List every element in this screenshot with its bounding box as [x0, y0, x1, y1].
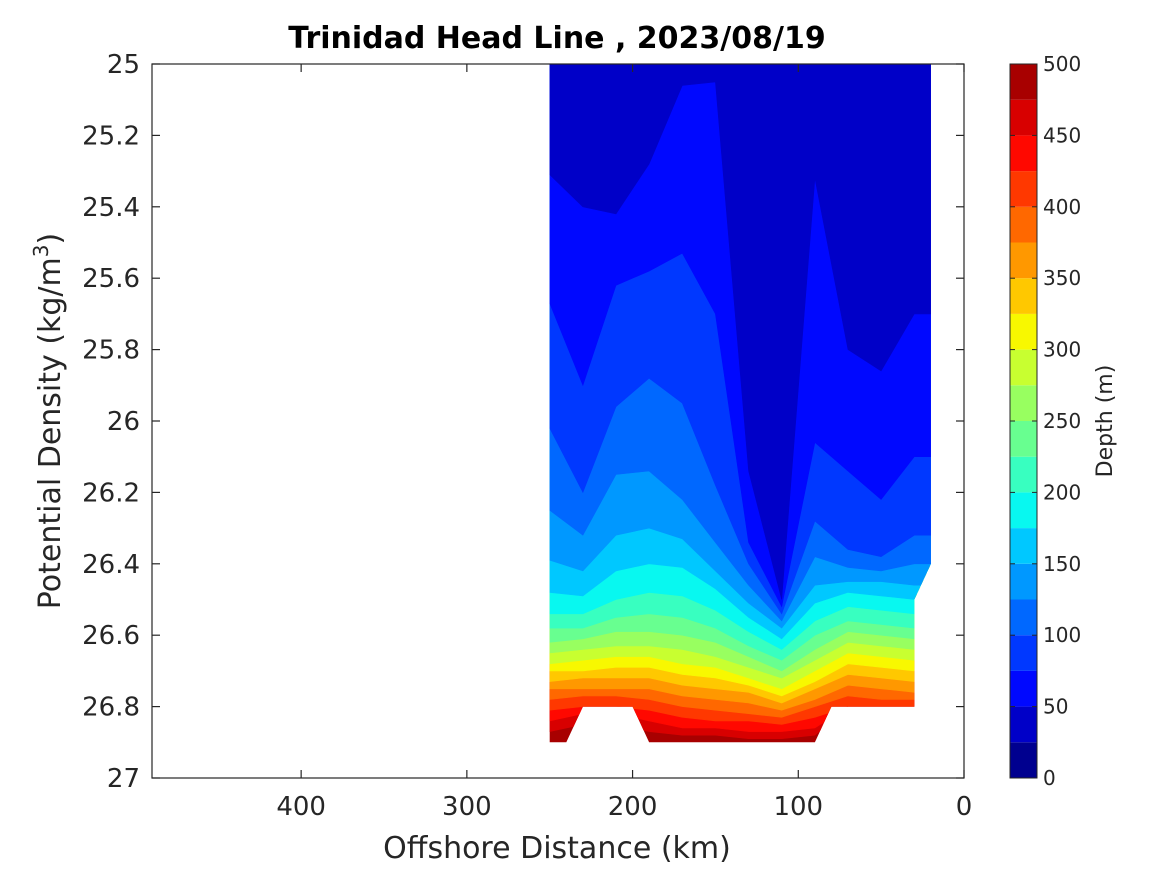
y-axis-label: Potential Density (kg/m3): [29, 233, 68, 609]
x-tick-label: 400: [276, 792, 326, 822]
colorbar-tick-label: 450: [1043, 123, 1081, 147]
colorbar: 0 50 100 150 200 250 300 350 400 450 500: [1009, 52, 1081, 790]
colorbar-tick-label: 100: [1043, 623, 1081, 647]
x-tick-label: 200: [608, 792, 658, 822]
colorbar-band: [1010, 171, 1037, 207]
y-tick-label: 26.2: [82, 478, 140, 508]
colorbar-band: [1010, 242, 1037, 279]
y-axis-label-sup: 3: [29, 244, 53, 257]
y-tick-label: 25.8: [82, 336, 140, 366]
colorbar-tick-label: 0: [1043, 766, 1056, 790]
colorbar-band: [1010, 349, 1037, 386]
colorbar-band: [1010, 456, 1037, 493]
x-tick-label: 300: [442, 792, 492, 822]
colorbar-band: [1010, 206, 1037, 243]
y-tick-label: 25.2: [82, 121, 140, 151]
contour-bands: [549, 64, 931, 743]
y-tick-label: 26.4: [82, 550, 140, 580]
y-tick-label: 27: [107, 764, 140, 794]
colorbar-band: [1010, 706, 1037, 743]
colorbar-band: [1010, 278, 1037, 314]
colorbar-band: [1010, 313, 1037, 350]
chart-title: Trinidad Head Line , 2023/08/19: [288, 21, 825, 56]
colorbar-band: [1010, 635, 1037, 671]
colorbar-band: [1010, 99, 1037, 136]
colorbar-band: [1010, 563, 1037, 600]
colorbar-tick-label: 500: [1043, 52, 1081, 76]
colorbar-band: [1010, 670, 1037, 707]
colorbar-band: [1010, 64, 1037, 100]
colorbar-band: [1010, 528, 1037, 564]
colorbar-band: [1010, 385, 1037, 421]
x-axis-label: Offshore Distance (km): [383, 831, 731, 866]
colorbar-tick-label: 150: [1043, 552, 1081, 576]
colorbar-tick-label: 200: [1043, 480, 1081, 504]
y-tick-label: 25.6: [82, 264, 140, 294]
x-tick-label: 0: [956, 792, 973, 822]
colorbar-tick-label: 400: [1043, 195, 1081, 219]
colorbar-band: [1010, 135, 1037, 172]
colorbar-band: [1010, 492, 1037, 529]
y-axis-label-main: Potential Density (kg/m: [33, 257, 68, 609]
colorbar-tick-label: 300: [1043, 338, 1081, 362]
y-tick-label: 25: [107, 50, 140, 80]
colorbar-band: [1010, 599, 1037, 636]
y-tick-label: 25.4: [82, 193, 140, 223]
contour-band: [549, 64, 931, 600]
y-tick-label: 26.8: [82, 693, 140, 723]
colorbar-tick-label: 250: [1043, 409, 1081, 433]
colorbar-band: [1010, 742, 1037, 778]
colorbar-tick-label: 50: [1043, 695, 1068, 719]
y-tick-label: 26.6: [82, 621, 140, 651]
x-axis: 400 300 200 100 0: [276, 64, 972, 822]
y-axis: 25 25.2 25.4 25.6 25.8 26 26.2 26.4 26.6 26.8 27: [82, 50, 964, 794]
colorbar-label: Depth (m): [1093, 365, 1118, 478]
x-tick-label: 100: [773, 792, 823, 822]
y-tick-label: 26: [107, 407, 140, 437]
contour-fills: [549, 64, 931, 743]
colorbar-band: [1010, 421, 1037, 457]
y-axis-label-end: ): [33, 233, 68, 245]
colorbar-tick-label: 350: [1043, 266, 1081, 290]
